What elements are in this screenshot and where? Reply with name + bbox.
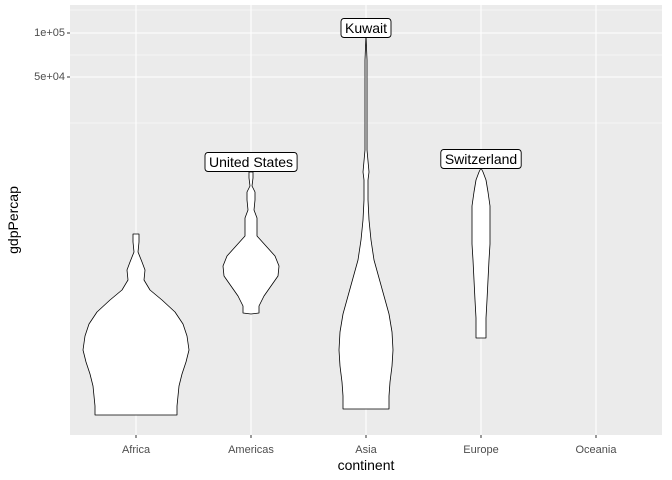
annotation-box	[340, 18, 392, 38]
violin-asia	[338, 34, 394, 410]
violin-africa	[82, 233, 190, 416]
violin-europe	[471, 167, 491, 339]
annotation-label-americas: United States	[204, 152, 298, 172]
annotation-box	[204, 152, 298, 172]
y-tick-label: 1e+05	[34, 27, 65, 39]
x-tick-label-americas: Americas	[228, 444, 274, 456]
annotation-text: Kuwait	[345, 20, 387, 36]
y-tick-label: 5e+04	[34, 71, 65, 83]
annotation-label-asia: Kuwait	[340, 18, 392, 38]
x-axis-ticks: Africa Americas Asia Europe Oceania	[122, 435, 617, 456]
y-axis-ticks: 5e+04 1e+05	[34, 27, 70, 83]
x-tick-label-europe: Europe	[463, 444, 498, 456]
x-tick-label-africa: Africa	[122, 444, 151, 456]
x-tick-label-asia: Asia	[355, 444, 377, 456]
annotation-text: Switzerland	[445, 151, 517, 167]
violin-americas	[222, 171, 280, 315]
y-axis-title: gdpPercap	[5, 186, 21, 254]
x-axis-title: continent	[338, 457, 395, 473]
annotation-text: United States	[209, 154, 293, 170]
annotation-label-europe: Switzerland	[440, 149, 522, 169]
annotation-box	[440, 149, 522, 169]
annotations: United States Kuwait Switzerland	[204, 18, 522, 172]
violins	[82, 34, 491, 416]
x-tick-label-oceania: Oceania	[576, 444, 618, 456]
